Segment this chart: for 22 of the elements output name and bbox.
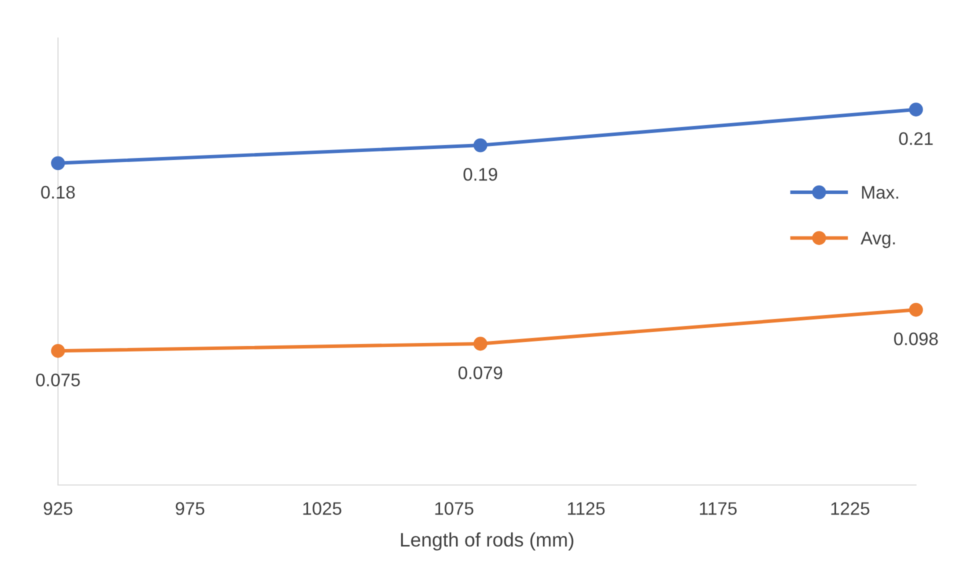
point (909, 102, 923, 116)
x-tick-label: 1075 (435, 502, 474, 515)
point (473, 336, 488, 351)
data-label: 0.098 (894, 332, 938, 346)
point (473, 138, 488, 152)
data-label: 0.19 (464, 168, 498, 181)
x-tick-label: 1025 (303, 502, 342, 515)
data-label: 0.21 (899, 132, 933, 146)
x-tick-label: 925 (44, 502, 72, 515)
x-tick-label: 975 (176, 502, 204, 515)
data-label: 0.075 (36, 374, 80, 386)
legend-label: Avg. (860, 232, 895, 248)
point (51, 156, 65, 170)
x-tick-label: 1225 (831, 502, 870, 515)
legend-label: Max. (862, 186, 898, 199)
point (51, 344, 65, 358)
x-axis-title: Length of rods (mm) (401, 532, 574, 551)
x-tick-label: 1175 (700, 502, 737, 515)
point (909, 302, 923, 317)
data-label: 0.079 (458, 366, 502, 380)
x-tick-label: 1125 (568, 502, 605, 515)
data-label: 0.18 (41, 186, 75, 199)
